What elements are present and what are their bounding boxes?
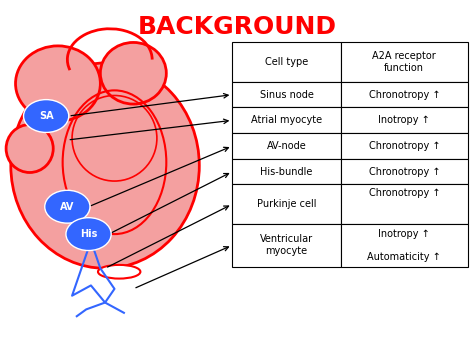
- Bar: [341, 159, 468, 185]
- Text: Inotropy ↑: Inotropy ↑: [378, 115, 430, 125]
- Text: Chronotropy ↑: Chronotropy ↑: [368, 167, 440, 177]
- Bar: [232, 185, 341, 224]
- Bar: [341, 133, 468, 159]
- Text: Purkinje cell: Purkinje cell: [257, 199, 316, 209]
- Bar: [341, 224, 468, 267]
- Text: Chronotropy ↑: Chronotropy ↑: [368, 141, 440, 151]
- Bar: [232, 159, 341, 185]
- Text: SA: SA: [39, 111, 54, 121]
- Text: AV: AV: [60, 202, 74, 212]
- Ellipse shape: [11, 63, 199, 268]
- Text: His-bundle: His-bundle: [260, 167, 313, 177]
- Text: Atrial myocyte: Atrial myocyte: [251, 115, 322, 125]
- Bar: [341, 108, 468, 133]
- Text: Chronotropy ↑: Chronotropy ↑: [368, 90, 440, 100]
- Text: A2A receptor
function: A2A receptor function: [373, 51, 436, 73]
- Bar: [341, 82, 468, 108]
- Bar: [232, 82, 341, 108]
- Bar: [341, 42, 468, 82]
- Ellipse shape: [6, 125, 53, 172]
- Text: AV-node: AV-node: [266, 141, 306, 151]
- Circle shape: [24, 100, 69, 132]
- Text: His: His: [80, 229, 97, 239]
- Circle shape: [45, 190, 90, 223]
- Bar: [232, 108, 341, 133]
- Circle shape: [66, 218, 111, 250]
- Text: BACKGROUND: BACKGROUND: [137, 15, 337, 39]
- Text: Chronotropy ↑: Chronotropy ↑: [368, 188, 440, 221]
- Ellipse shape: [100, 42, 166, 104]
- Bar: [341, 185, 468, 224]
- Bar: [232, 133, 341, 159]
- Text: Sinus node: Sinus node: [260, 90, 313, 100]
- Text: Ventricular
myocyte: Ventricular myocyte: [260, 234, 313, 256]
- Text: Cell type: Cell type: [265, 57, 308, 67]
- Bar: [232, 224, 341, 267]
- Bar: [232, 42, 341, 82]
- Ellipse shape: [98, 265, 140, 279]
- Ellipse shape: [16, 46, 100, 121]
- Text: Inotropy ↑

Automaticity ↑: Inotropy ↑ Automaticity ↑: [367, 229, 441, 262]
